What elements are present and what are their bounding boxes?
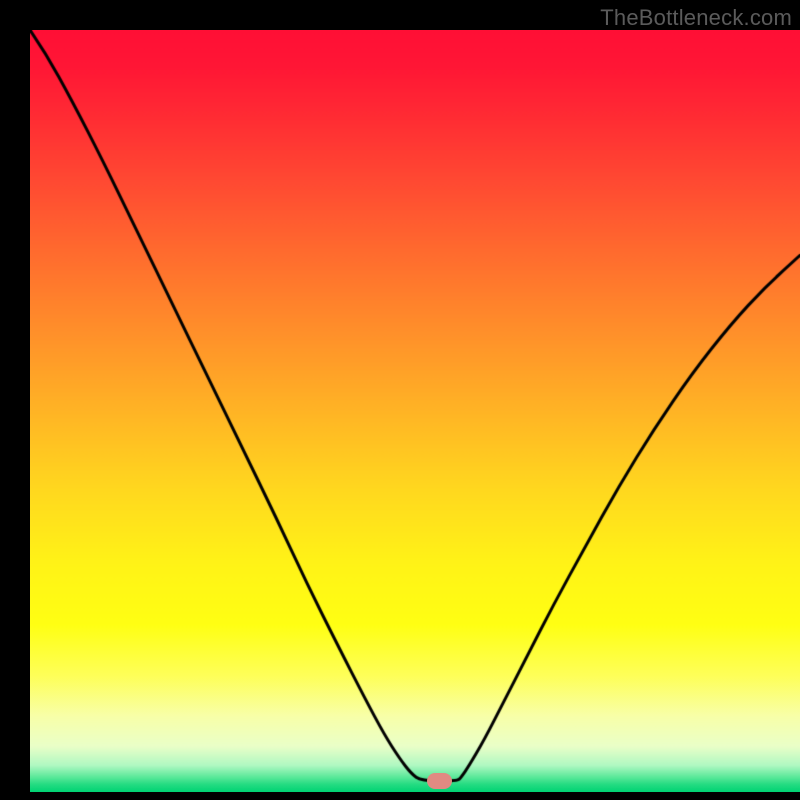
chart-container: TheBottleneck.com bbox=[0, 0, 800, 800]
bottleneck-curve bbox=[30, 30, 800, 792]
watermark-text: TheBottleneck.com bbox=[600, 5, 792, 31]
plot-area bbox=[30, 30, 800, 792]
minimum-marker bbox=[427, 773, 452, 789]
